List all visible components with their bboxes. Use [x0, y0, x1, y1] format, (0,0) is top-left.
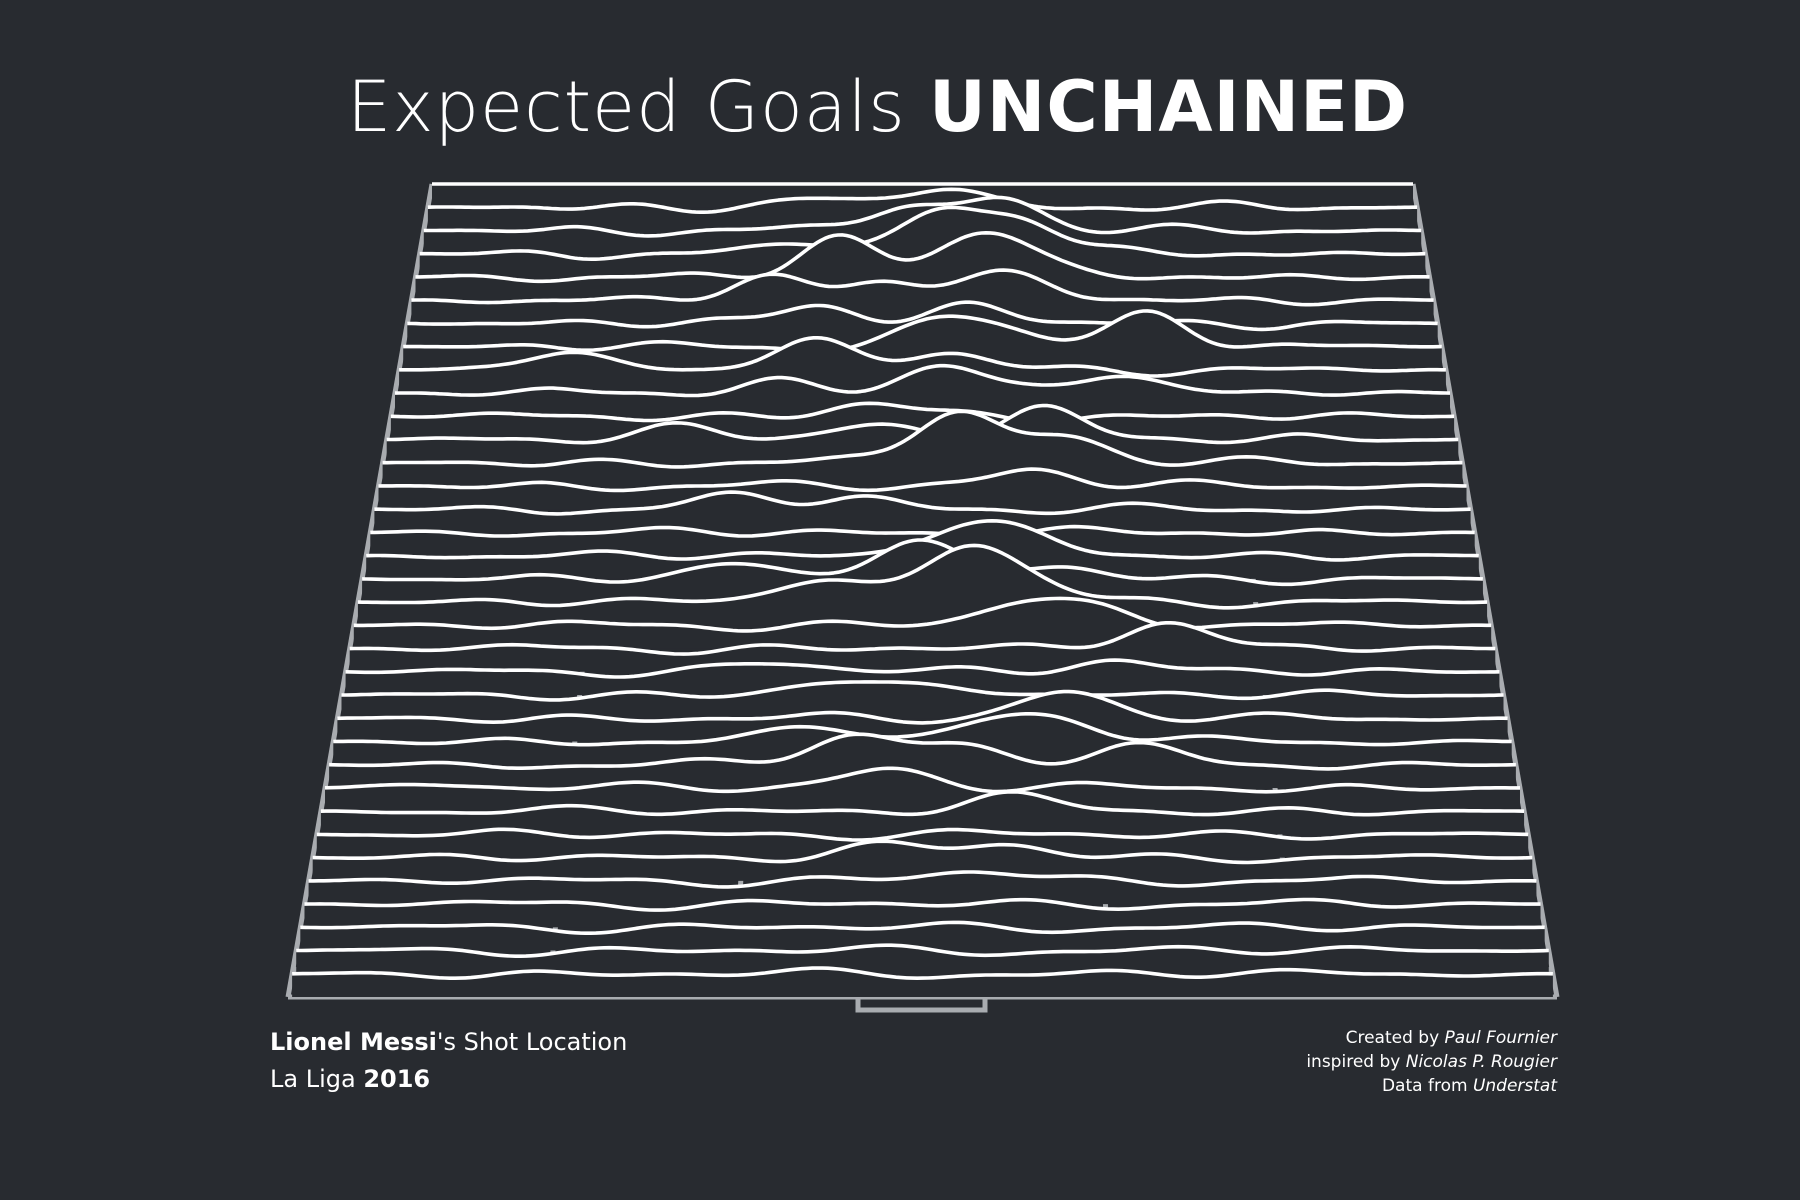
ridge-line-24	[333, 712, 1512, 747]
player-name: Lionel Messi	[270, 1028, 437, 1056]
ridge-line-30	[308, 870, 1537, 889]
shot-location-label: 's Shot Location	[436, 1028, 628, 1056]
ridge-mask-9	[394, 365, 1451, 417]
ridge-mask-14	[374, 492, 1471, 533]
ridge-line-27	[320, 790, 1525, 817]
ridge-line-28	[316, 827, 1529, 842]
ridge-line-3	[419, 205, 1426, 261]
ridge-mask-26	[325, 768, 1520, 812]
ridge-mask-13	[378, 469, 1467, 510]
ridge-mask-5	[411, 270, 1434, 324]
ridge-line-25	[329, 732, 1516, 771]
goal	[855, 997, 988, 1013]
ridge-line-17	[362, 538, 1483, 587]
credit-inspired-name: Nicolas P. Rougier	[1405, 1052, 1557, 1072]
ridge-line-26	[324, 766, 1520, 794]
ridge-line-19	[353, 596, 1492, 633]
ridge-mask-8	[399, 337, 1446, 394]
credit-inspired: inspired by Nicolas P. Rougier	[1306, 1050, 1557, 1074]
ridge-mask-4	[415, 232, 1430, 301]
ridge-line-2	[423, 195, 1422, 238]
credit-inspired-prefix: inspired by	[1306, 1052, 1406, 1072]
left-touchline	[285, 183, 435, 998]
right-touchline	[1410, 183, 1560, 998]
ridge-line-8	[399, 336, 1446, 378]
credit-data-prefix: Data from	[1381, 1076, 1473, 1096]
subtitle-line-2: La Liga 2016	[270, 1061, 627, 1098]
ridge-mask-32	[300, 922, 1545, 951]
title-light: Expected Goals	[346, 66, 929, 148]
ridge-mask-27	[320, 791, 1525, 835]
ridge-line-4	[415, 231, 1430, 284]
ridge-line-1	[427, 187, 1418, 214]
ridge-mask-22	[341, 681, 1504, 719]
ridge-line-21	[345, 658, 1500, 679]
ridge-line-31	[304, 897, 1541, 912]
ridge-line-12	[382, 409, 1463, 469]
ridge-line-14	[374, 490, 1471, 516]
ridge-mask-24	[333, 713, 1512, 765]
chart-title: Expected Goals UNCHAINED	[0, 62, 1755, 152]
ridge-line-7	[403, 309, 1442, 353]
credit-created-name: Paul Fournier	[1444, 1028, 1557, 1048]
ridge-line-20	[349, 621, 1496, 656]
ridge-mask-25	[329, 734, 1516, 788]
credit-created: Created by Paul Fournier	[1306, 1026, 1557, 1050]
ridge-line-15	[370, 524, 1475, 539]
ridge-line-9	[394, 363, 1451, 398]
subtitle: Lionel Messi's Shot Location La Liga 201…	[270, 1024, 627, 1098]
ridge-line-32	[300, 920, 1545, 935]
ridge-line-18	[357, 543, 1488, 610]
ridge-line-10	[390, 401, 1455, 424]
ridge-mask-29	[312, 841, 1533, 881]
ridge-line-23	[337, 689, 1508, 725]
credits: Created by Paul Fournier inspired by Nic…	[1306, 1026, 1557, 1098]
ridge-line-29	[312, 839, 1533, 865]
credit-data: Data from Understat	[1306, 1074, 1557, 1098]
ridge-mask-12	[382, 411, 1463, 486]
ridge-line-13	[378, 467, 1467, 493]
league-label: La Liga	[270, 1065, 364, 1093]
credit-created-prefix: Created by	[1345, 1028, 1445, 1048]
ridge-line-6	[407, 300, 1438, 332]
ridge-lines	[292, 182, 1553, 997]
credit-data-name: Understat	[1472, 1076, 1557, 1096]
ridge-mask-3	[419, 207, 1426, 277]
subtitle-line-1: Lionel Messi's Shot Location	[270, 1024, 627, 1061]
title-bold: UNCHAINED	[928, 66, 1409, 148]
ridge-line-5	[411, 268, 1434, 307]
ridge-mask-23	[337, 691, 1508, 742]
ridge-mask-20	[349, 622, 1496, 672]
ridge-mask-7	[403, 310, 1442, 370]
season-year: 2016	[363, 1065, 431, 1093]
ridge-mask-18	[357, 545, 1488, 626]
ridge-line-33	[296, 943, 1549, 958]
ridge-line-22	[341, 680, 1504, 702]
ridge-line-34	[292, 966, 1553, 980]
